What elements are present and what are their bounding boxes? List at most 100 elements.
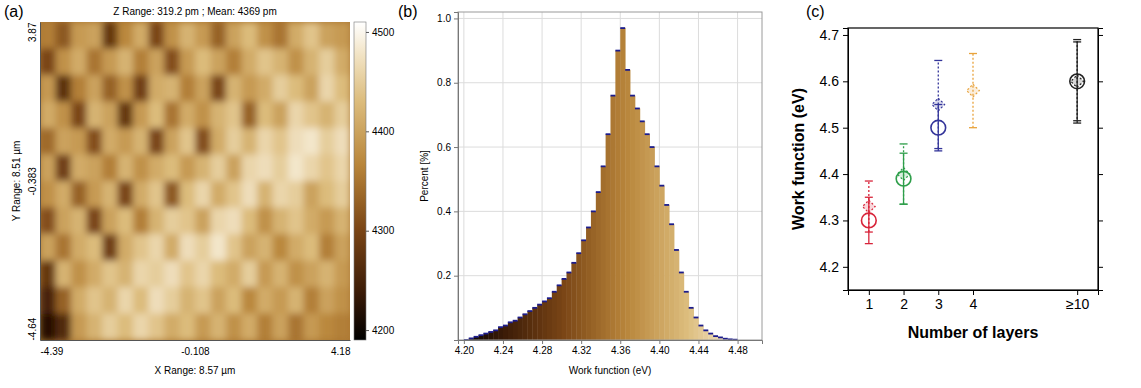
histogram-bar (591, 211, 596, 340)
heatmap-cell (40, 102, 56, 129)
color-bar-axis-tick: 4500 (366, 27, 395, 38)
tick-mark (869, 290, 870, 295)
heatmap-cell (102, 49, 118, 76)
heatmap-cell (195, 102, 211, 129)
histogram-bar (532, 308, 537, 340)
heatmap-cell (102, 102, 118, 129)
x-axis-c: 1234≥10 (849, 290, 1099, 312)
heatmap-cell (335, 75, 351, 102)
histogram-outline (571, 262, 576, 264)
heatmap-cell (211, 208, 227, 235)
histogram-outline (474, 336, 479, 338)
heatmap-cell (71, 234, 87, 261)
tick-label: 0.2 (437, 270, 451, 281)
heatmap-cell (335, 155, 351, 182)
tick-label: 4400 (372, 126, 395, 137)
x-axis-c-tick: ≥10 (1066, 290, 1089, 312)
histogram-bar (625, 70, 630, 340)
tick-label: 4.48 (728, 345, 748, 356)
tick-mark (366, 32, 369, 33)
tick-label: 4.28 (533, 345, 553, 356)
y-axis-b-line (454, 13, 459, 341)
heatmap-cell (335, 102, 351, 129)
histogram-outline (503, 325, 508, 327)
histogram-outline (625, 69, 630, 71)
heatmap-cell (226, 102, 242, 129)
histogram-outline (630, 95, 635, 97)
heatmap-cell (118, 102, 134, 129)
heatmap-cell (56, 22, 72, 49)
x-axis-b-tick: 4.32 (572, 340, 592, 356)
error-bar-cap (865, 197, 873, 198)
heatmap-cell (273, 234, 289, 261)
heatmap-cell (87, 102, 103, 129)
panel-label: (c) (806, 3, 825, 20)
heatmap-cell (273, 49, 289, 76)
heatmap-cell (149, 75, 165, 102)
histogram-bar (654, 166, 659, 340)
heatmap-cell (40, 49, 56, 76)
y-axis-c-tick: 4.4 (820, 166, 848, 182)
heatmap-cell (211, 234, 227, 261)
heatmap-cell (304, 22, 320, 49)
heatmap-cell (133, 22, 149, 49)
histogram-outline (650, 146, 655, 148)
heatmap-cell (102, 75, 118, 102)
heatmap-cell (87, 49, 103, 76)
heatmap-cell (118, 75, 134, 102)
heatmap-cell (180, 155, 196, 182)
heatmap-cell (71, 314, 87, 341)
heatmap-cell (242, 49, 258, 76)
circle-marker (1070, 74, 1085, 89)
heatmap-cell (242, 22, 258, 49)
y-axis-a: 3.87-0.383-4.64 (27, 22, 41, 340)
tick-mark (698, 340, 699, 344)
panel-c: 4.24.34.44.54.64.71234≥10(c)Work functio… (790, 3, 1103, 341)
tick-label: 1.0 (437, 13, 451, 24)
heatmap-cell (118, 181, 134, 208)
heatmap-cell (211, 49, 227, 76)
histogram-outline (694, 317, 699, 319)
heatmap-cell (180, 314, 196, 341)
histogram-outline (596, 191, 601, 193)
tick-mark (542, 340, 543, 344)
heatmap-cell (335, 234, 351, 261)
histogram-outline (469, 337, 474, 339)
heatmap-cell (40, 128, 56, 155)
error-bar-cap (900, 143, 908, 144)
tick-mark (843, 81, 848, 82)
heatmap-cell (133, 261, 149, 288)
plot-frame (458, 12, 762, 340)
heatmap-cell (335, 181, 351, 208)
heatmap-cell (164, 208, 180, 235)
histogram-outline (669, 223, 674, 225)
heatmap-cell (133, 128, 149, 155)
histogram-bar (488, 332, 493, 340)
heatmap-cell (164, 102, 180, 129)
heatmap-cell (149, 287, 165, 314)
series (863, 40, 1084, 232)
heatmap-cell (304, 128, 320, 155)
y-axis-b-tick: 1.0 (437, 13, 458, 24)
x-axis-title: X Range: 8.57 µm (155, 365, 236, 376)
heatmap-cell (319, 155, 335, 182)
heatmap-cell (257, 181, 273, 208)
heatmap-cell (257, 75, 273, 102)
error-bar-cap (900, 204, 908, 205)
heatmap-cell (319, 261, 335, 288)
histogram-bar (479, 335, 484, 340)
heatmap-cell (71, 155, 87, 182)
heatmap-cell (319, 234, 335, 261)
heatmap-cell (180, 75, 196, 102)
heatmap-cell (226, 128, 242, 155)
error-bar-cap (934, 60, 942, 61)
x-axis-b-tick: 4.20 (455, 340, 475, 356)
heatmap-cell (164, 287, 180, 314)
y-axis-c-line (843, 29, 849, 291)
histogram-bar (567, 272, 572, 340)
heatmap-cell (118, 314, 134, 341)
tick-mark (1098, 128, 1103, 129)
histogram-outline (576, 252, 581, 254)
tick-label: 4.24 (494, 345, 514, 356)
histogram-bar (557, 285, 562, 340)
